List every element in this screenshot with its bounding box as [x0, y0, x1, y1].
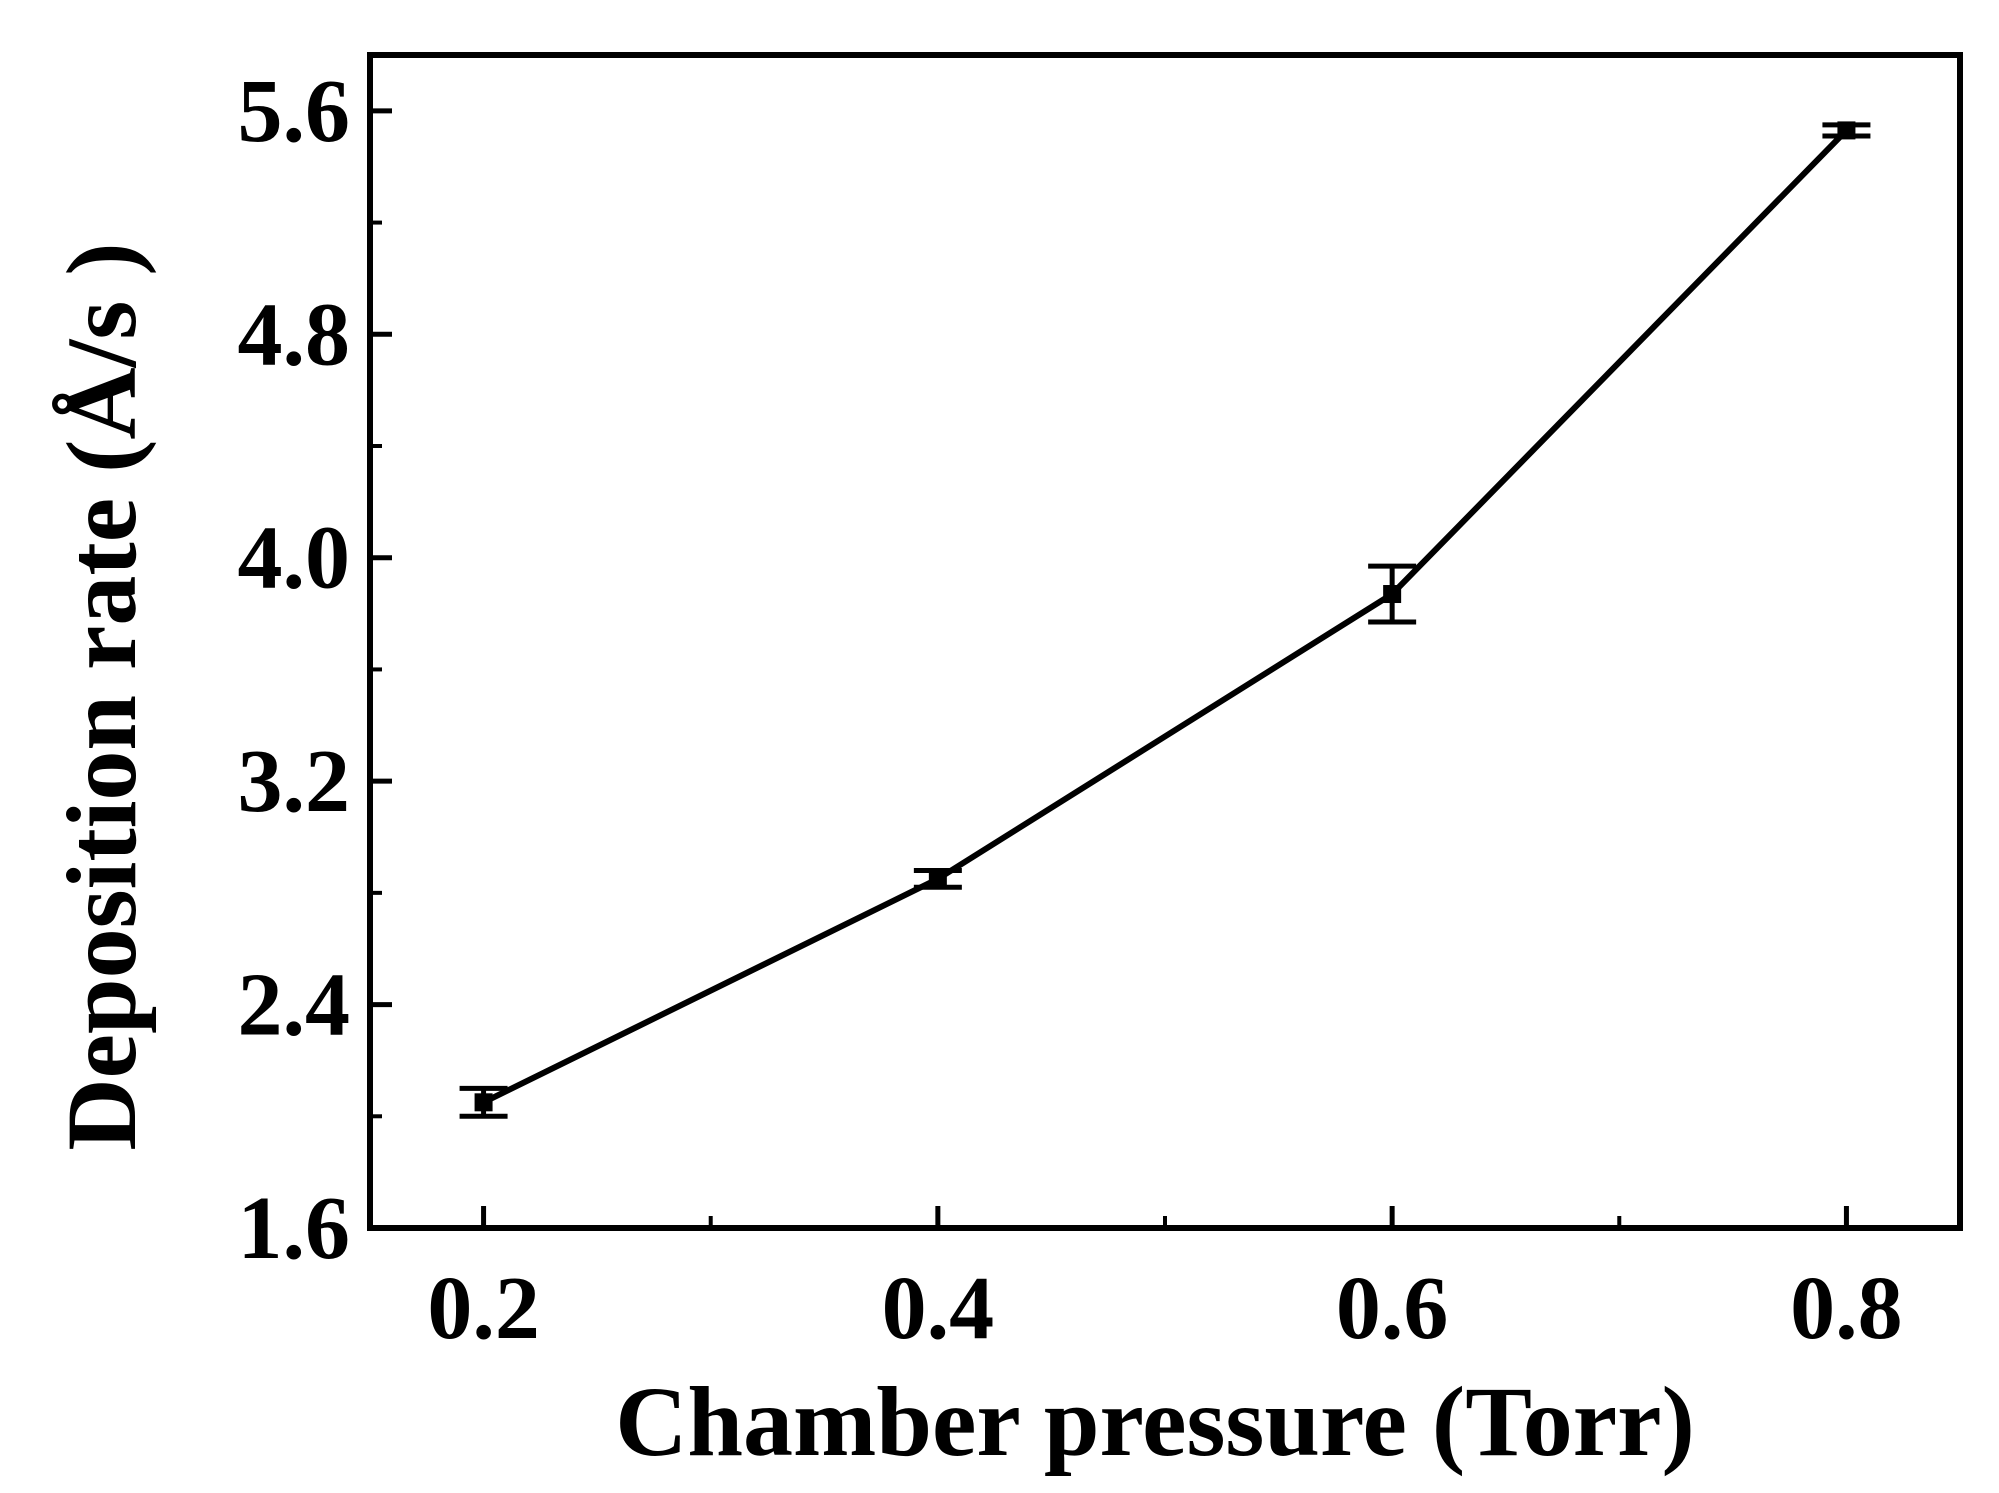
plot-area-border [367, 52, 1963, 1231]
x-tick-label: 0.8 [1790, 1259, 1903, 1358]
y-tick-label: 5.6 [238, 62, 351, 161]
data-point [1383, 585, 1402, 604]
y-tick-label: 4.0 [238, 509, 351, 608]
y-tick-label: 1.6 [238, 1179, 351, 1278]
y-tick-label: 2.4 [238, 956, 351, 1055]
x-tick-label: 0.4 [882, 1259, 995, 1358]
y-tick-label: 4.8 [238, 285, 351, 384]
plot-frame [367, 52, 1963, 1231]
data-point [928, 869, 947, 888]
axis-ticks [370, 108, 1849, 1231]
x-tick-label: 0.6 [1336, 1259, 1449, 1358]
x-tick-label: 0.2 [427, 1259, 540, 1358]
y-tick-labels: 1.6 2.4 3.2 4.0 4.8 5.6 [238, 62, 351, 1278]
x-tick-labels: 0.2 0.4 0.6 0.8 [427, 1259, 1902, 1358]
y-axis-title: Deposition rate (Å/s ) [46, 242, 157, 1150]
data-point [1837, 121, 1856, 140]
data-point [474, 1093, 493, 1112]
series-layer [459, 121, 1871, 1119]
y-tick-label: 3.2 [238, 732, 351, 831]
series-line [482, 128, 1849, 1106]
x-axis-title: Chamber pressure (Torr) [615, 1366, 1695, 1477]
